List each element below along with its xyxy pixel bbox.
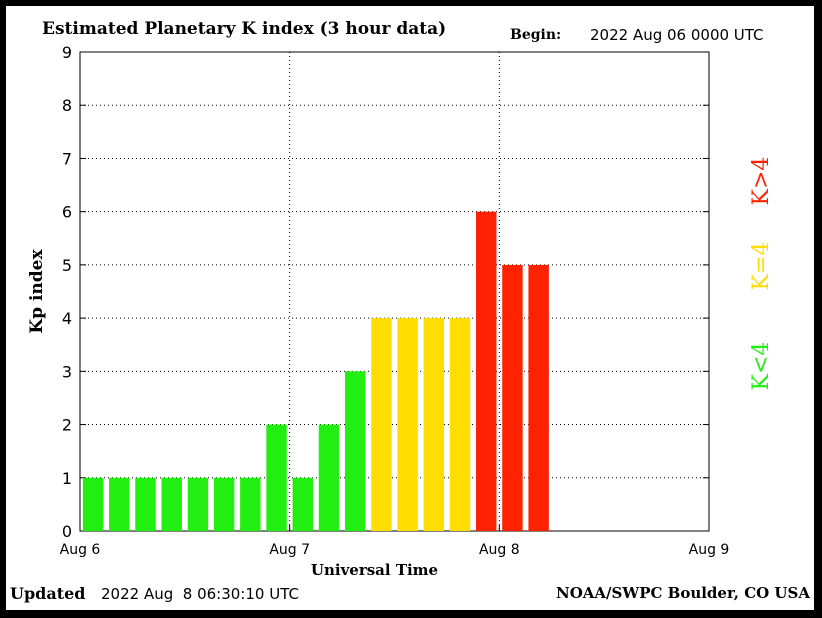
- y-tick-label: 5: [62, 256, 72, 275]
- kp-bar: [109, 477, 130, 531]
- updated-label: Updated: [10, 584, 86, 603]
- kp-bar: [397, 318, 418, 531]
- kp-bar: [449, 318, 471, 531]
- kp-bar: [266, 424, 287, 531]
- kp-bar: [476, 211, 497, 531]
- kp-bar: [344, 371, 366, 531]
- y-tick-label: 8: [62, 96, 72, 115]
- x-tick-label: Aug 8: [479, 542, 520, 558]
- chart-title: Estimated Planetary K index (3 hour data…: [42, 19, 447, 39]
- x-axis-label: Universal Time: [311, 561, 438, 579]
- y-tick-label: 4: [62, 309, 72, 328]
- kp-bar: [528, 264, 549, 531]
- y-tick-label: 2: [62, 416, 72, 435]
- kp-bar: [240, 477, 261, 531]
- y-tick-label: 9: [62, 43, 72, 62]
- kp-bar: [161, 477, 182, 531]
- x-tick-label: Aug 9: [689, 542, 730, 558]
- y-tick-label: 7: [62, 149, 72, 168]
- legend-item: K=4: [749, 242, 774, 291]
- begin-value: 2022 Aug 06 0000 UTC: [590, 26, 764, 44]
- kp-bar: [318, 424, 340, 531]
- legend-item: K<4: [749, 342, 774, 391]
- begin-label: Begin:: [510, 27, 562, 43]
- kp-bar: [423, 318, 445, 531]
- x-tick-label: Aug 6: [60, 542, 101, 558]
- credit-line: NOAA/SWPC Boulder, CO USA: [555, 584, 810, 602]
- y-tick-label: 3: [62, 362, 72, 381]
- kp-bar: [187, 477, 209, 531]
- kp-bar: [371, 318, 392, 531]
- updated-timestamp: 2022 Aug 8 06:30:10 UTC: [101, 585, 299, 603]
- kp-bar: [82, 477, 104, 531]
- y-tick-label: 0: [62, 522, 72, 541]
- plot-area: [79, 51, 710, 532]
- kp-bar: [292, 477, 313, 531]
- kp-bar: [213, 477, 235, 531]
- kp-bar: [502, 264, 523, 531]
- legend-item: K>4: [749, 157, 774, 206]
- y-tick-label: 6: [62, 203, 72, 222]
- y-axis-label: Kp index: [27, 249, 47, 334]
- x-tick-label: Aug 7: [269, 542, 310, 558]
- y-tick-label: 1: [62, 469, 72, 488]
- chart-panel: 0 1 2 3 4 5 6 7 8 9 Aug 6 Aug 7 Aug 8 Aug 9 Universal …: [6, 6, 814, 610]
- kp-chart: 0 1 2 3 4 5 6 7 8 9 Aug 6 Aug 7 Aug 8 Aug 9 Universal …: [27, 43, 774, 579]
- kp-bar: [135, 477, 156, 531]
